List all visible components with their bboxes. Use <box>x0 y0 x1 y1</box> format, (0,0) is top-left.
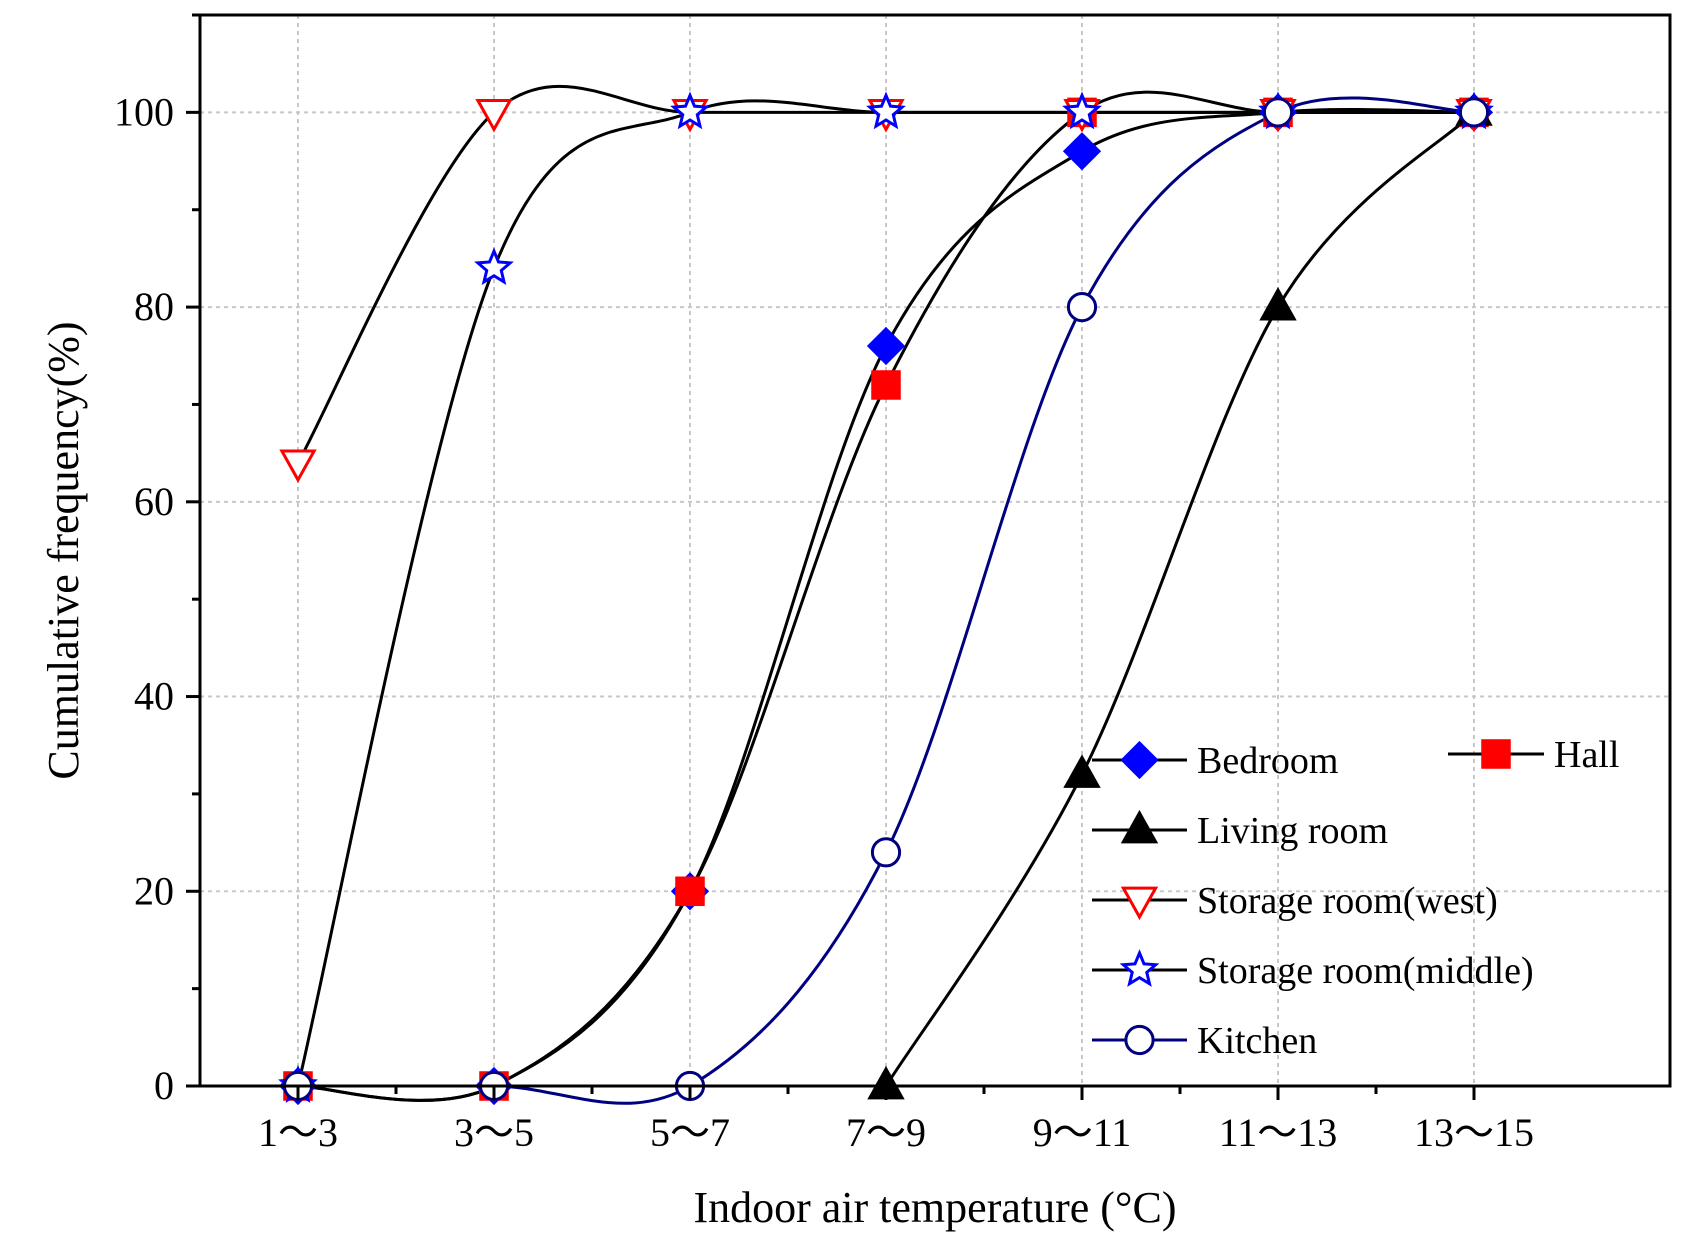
series-markers <box>278 91 1494 1106</box>
data-point <box>474 247 514 286</box>
legend-storage-west-label: Storage room(west) <box>1197 880 1498 922</box>
x-tick-label: 1～3 <box>258 1110 338 1155</box>
data-point <box>871 370 901 400</box>
y-tick-label: 40 <box>134 674 174 719</box>
y-tick-label: 60 <box>134 479 174 524</box>
legend-hall-marker <box>1481 739 1511 769</box>
x-tick-label: 13～15 <box>1414 1110 1534 1155</box>
legend-storage-west-marker <box>1120 886 1159 921</box>
y-axis-title: Cumulative frequency(%) <box>39 321 88 779</box>
data-point <box>1066 291 1098 323</box>
data-point <box>475 98 513 133</box>
series-line-4 <box>296 99 1474 1087</box>
y-tick-label: 0 <box>154 1063 174 1108</box>
data-point <box>866 91 906 130</box>
x-axis-title: Indoor air temperature (°C) <box>693 1183 1176 1232</box>
data-point <box>1262 97 1294 128</box>
x-tick-label: 9～11 <box>1033 1110 1132 1155</box>
axis-ticks: 0 20 40 60 80 100 1～3 3～5 5～7 7～9 9～11 11～13 13～15 <box>114 13 1534 1155</box>
x-tick-label: 11～13 <box>1219 1110 1338 1155</box>
series-line-1 <box>297 90 1474 1102</box>
data-point <box>1259 287 1297 321</box>
legend-storage-middle-marker <box>1119 949 1160 987</box>
legend-hall-label: Hall <box>1554 734 1619 776</box>
legend-kitchen-label: Kitchen <box>1197 1020 1317 1062</box>
data-point <box>1062 91 1102 130</box>
x-tick-label: 5～7 <box>650 1110 730 1155</box>
data-point <box>870 837 902 868</box>
legend-storage-middle-label: Storage room(middle) <box>1197 950 1534 992</box>
data-point <box>1458 97 1490 128</box>
y-tick-label: 80 <box>134 284 174 329</box>
x-tick-label: 3～5 <box>454 1110 534 1155</box>
legend-living-room-label: Living room <box>1197 810 1388 852</box>
legend: Bedroom Hall Living room Storage room(west)… <box>1092 734 1619 1062</box>
data-point <box>866 326 906 366</box>
legend-living-room-marker <box>1120 809 1159 844</box>
series-lines <box>296 84 1476 1105</box>
grid-lines <box>200 15 1670 1086</box>
data-point <box>1062 132 1102 171</box>
y-tick-label: 100 <box>114 89 174 134</box>
data-point <box>675 876 705 907</box>
series-line-2 <box>884 111 1476 1087</box>
y-tick-label: 20 <box>134 868 174 913</box>
data-point <box>1063 754 1101 788</box>
data-point <box>279 449 317 483</box>
data-point <box>670 91 710 130</box>
series-line-5 <box>297 96 1475 1105</box>
legend-bedroom-marker <box>1120 740 1159 780</box>
x-tick-label: 7～9 <box>846 1110 926 1155</box>
legend-kitchen-marker <box>1124 1024 1155 1056</box>
legend-bedroom-label: Bedroom <box>1197 740 1338 782</box>
plot-frame <box>198 13 1672 1088</box>
